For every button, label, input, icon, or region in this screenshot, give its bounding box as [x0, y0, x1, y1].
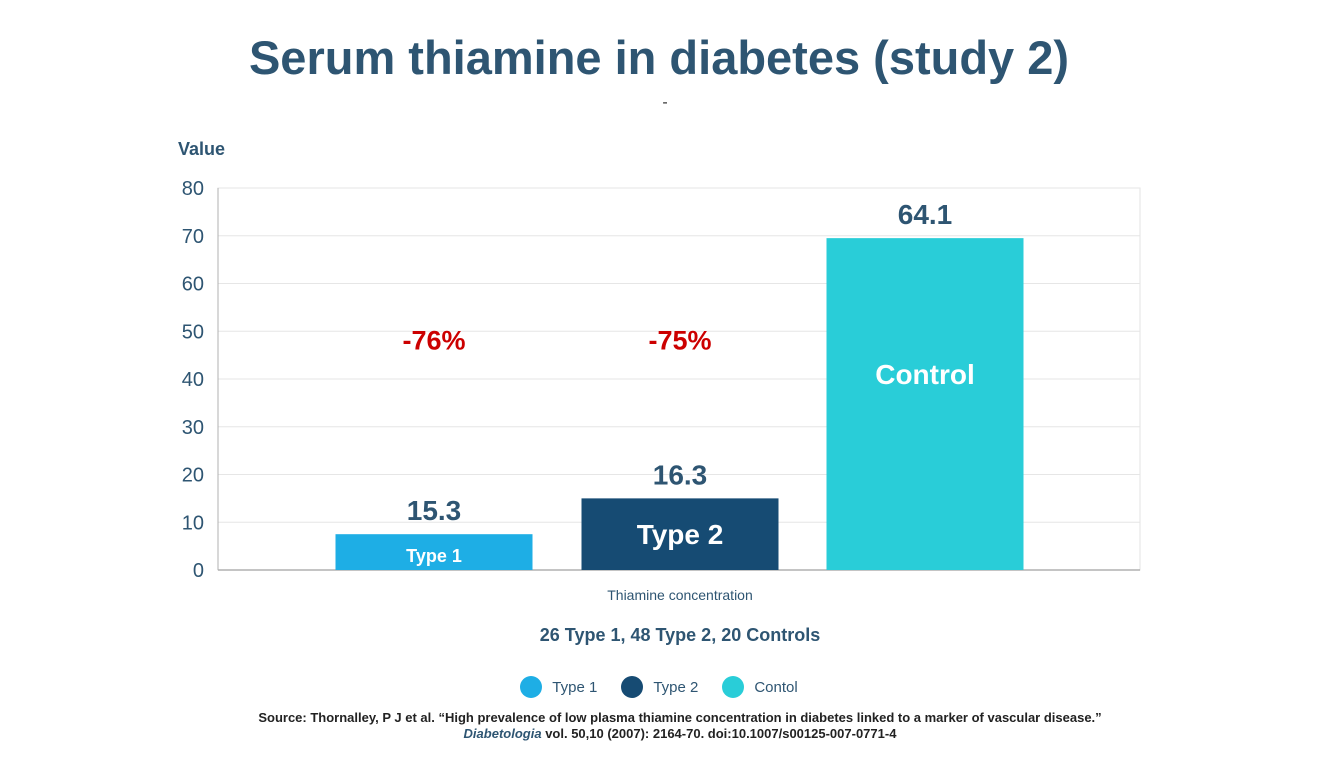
- y-axis-label: Value: [178, 139, 226, 159]
- legend-item-type-1[interactable]: Type 1: [520, 676, 597, 698]
- y-tick-label: 50: [182, 321, 204, 343]
- legend-item-control[interactable]: Contol: [722, 676, 798, 698]
- percent-change-type-1: -76%: [402, 325, 465, 355]
- chart-subtitle: -: [662, 94, 668, 111]
- y-tick-label: 30: [182, 417, 204, 439]
- source-prefix: Source: Thornalley, P J et al. “High pre…: [258, 710, 1102, 725]
- y-tick-label: 20: [182, 465, 204, 487]
- bar-label-type-2: Type 2: [637, 519, 724, 550]
- value-label-type-2: 16.3: [653, 459, 708, 490]
- sample-size-caption: 26 Type 1, 48 Type 2, 20 Controls: [539, 625, 821, 645]
- legend-label-type-1: Type 1: [552, 678, 598, 696]
- bar-type-2: [581, 498, 779, 570]
- legend: Type 1 Type 2 Contol: [0, 676, 1318, 698]
- bar-type-1: [335, 534, 533, 570]
- y-tick-label: 10: [182, 512, 204, 534]
- value-label-type-1: 15.3: [407, 495, 462, 526]
- y-tick-label: 60: [182, 274, 204, 296]
- legend-label-type-2: Type 2: [653, 678, 699, 696]
- bar-control: [826, 238, 1024, 570]
- legend-swatch-type-2: [621, 676, 644, 698]
- percent-change-type-2: -75%: [648, 325, 711, 355]
- value-label-control: 64.1: [898, 199, 953, 230]
- chart-title: Serum thiamine in diabetes (study 2): [248, 31, 1070, 84]
- source-citation: Source: Thornalley, P J et al. “High pre…: [250, 710, 1110, 742]
- bar-label-control: Control: [875, 359, 975, 390]
- source-suffix: vol. 50,10 (2007): 2164-70. doi:10.1007/…: [545, 726, 897, 741]
- legend-swatch-control: [722, 676, 745, 698]
- y-tick-label: 80: [182, 178, 204, 200]
- source-journal[interactable]: Diabetologia: [463, 726, 542, 741]
- y-tick-label: 0: [193, 560, 204, 582]
- y-tick-label: 40: [182, 369, 204, 391]
- legend-item-type-2[interactable]: Type 2: [621, 676, 698, 698]
- bar-label-type-1: Type 1: [406, 546, 462, 566]
- y-tick-label: 70: [182, 226, 204, 248]
- legend-label-control: Contol: [754, 678, 798, 696]
- x-axis-title: Thiamine concentration: [607, 587, 753, 603]
- legend-swatch-type-1: [520, 676, 543, 698]
